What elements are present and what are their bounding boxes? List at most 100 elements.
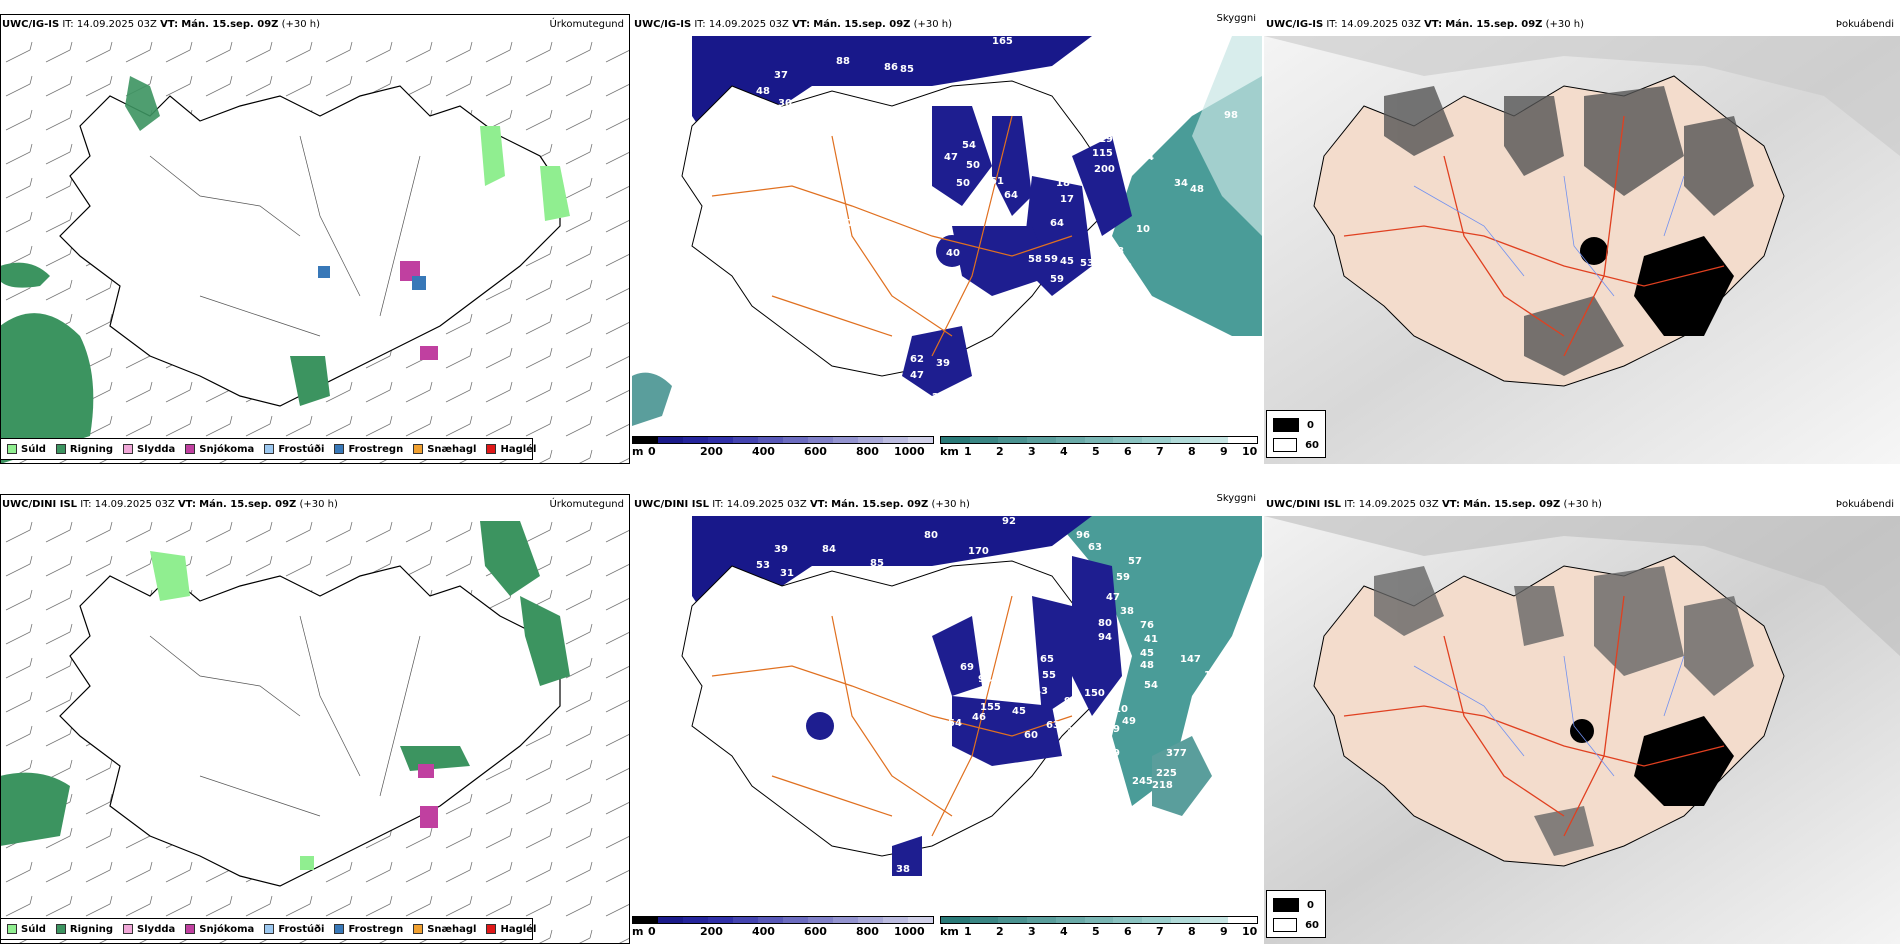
colorbar-tick: 1000 [894, 925, 925, 938]
vis-label: 54 [948, 718, 962, 729]
legend-item: Snæhagl [413, 444, 476, 455]
swatch [264, 924, 275, 934]
vis-label: 98 [1224, 110, 1238, 121]
swatch [185, 924, 196, 934]
low-visibility [692, 36, 1092, 146]
vis-label: 141 [1204, 670, 1225, 681]
visibility-km-colorbar: km 1 2 3 4 5 6 7 8 9 10 [940, 916, 1258, 940]
rain-area [125, 76, 160, 131]
vis-label: 39 [774, 544, 788, 555]
swatch [334, 924, 345, 934]
swatch [7, 444, 17, 454]
rain-area [290, 356, 330, 406]
drizzle-area [540, 166, 570, 221]
swatch [486, 924, 497, 934]
legend-label: Snæhagl [427, 443, 477, 455]
vis-label: 63 [1046, 720, 1060, 731]
vis-label: 48 [1140, 660, 1154, 671]
legend-item: Frostregn [334, 924, 403, 935]
legend-item: Haglél [486, 924, 536, 935]
colorbar-tick: 400 [752, 445, 775, 458]
init-time: IT: 14.09.2025 03Z [1326, 19, 1421, 30]
road-network [711, 595, 1073, 837]
vis-label: 34 [1174, 178, 1188, 189]
colorbar-tick: 5 [1092, 925, 1100, 938]
valid-label: VT: [1424, 19, 1443, 30]
fog-map[interactable] [1264, 516, 1900, 944]
precip-map[interactable] [0, 516, 630, 944]
swatch [123, 444, 134, 454]
vis-label: 94 [1098, 632, 1112, 643]
init-time: IT: 14.09.2025 03Z [80, 499, 175, 510]
vis-label: 150 [1084, 688, 1105, 699]
legend-item: Rigning [55, 924, 113, 935]
precip-map[interactable] [0, 36, 630, 464]
lead-time: (+30 h) [1545, 19, 1585, 30]
vis-label: 49 [1106, 724, 1120, 735]
vis-label: 50 [966, 160, 980, 171]
panel-header: UWC/IG-IS IT: 14.09.2025 03Z VT: Mán. 15… [632, 14, 1262, 36]
swatch [413, 924, 424, 934]
drizzle-area [150, 551, 190, 601]
lead-time: (+30 h) [299, 499, 338, 510]
visibility-map[interactable]: 165 88 86 85 37 48 30 55 142 62 370 156 … [632, 36, 1262, 432]
legend-item: 0 [1273, 415, 1319, 435]
rain-area [520, 596, 570, 686]
init-time: IT: 14.09.2025 03Z [1344, 499, 1439, 510]
swatch [55, 444, 66, 454]
vis-label: 60 [1116, 84, 1130, 95]
vis-label: 38 [896, 864, 910, 875]
colorbar-strip [632, 436, 934, 444]
visibility-map[interactable]: 92 80 96 63 84 85 170 39 53 31 35 57 59 … [632, 516, 1262, 912]
legend-label: Frostregn [348, 443, 404, 455]
vis-label: 96 [1076, 530, 1090, 541]
fog-map[interactable] [1264, 36, 1900, 464]
vis-label: 63 [1088, 542, 1102, 553]
swatch [1273, 898, 1299, 912]
iceland-outline [59, 85, 561, 407]
vis-label: 10 [1114, 704, 1128, 715]
vis-label: 47 [910, 370, 924, 381]
swatch [55, 924, 66, 934]
vis-label: 51 [990, 176, 1004, 187]
vis-label: 10 [1136, 224, 1150, 235]
colorbar-tick: 400 [752, 925, 775, 938]
colorbar-tick: 5 [1092, 445, 1100, 458]
low-visibility [806, 556, 1122, 876]
vis-label: 62 [1090, 66, 1104, 77]
vis-label: 377 [1166, 748, 1187, 759]
vis-label: 80 [924, 530, 938, 541]
rain-area [0, 772, 70, 846]
precip-legend: Súld Rigning Slydda Snjókoma Frostúði Fr… [0, 918, 536, 940]
model-name: UWC/DINI ISL [634, 499, 710, 510]
vis-label: 45 [1012, 706, 1026, 717]
vis-label: 142 [1066, 62, 1087, 73]
road-network [711, 115, 1073, 357]
vis-label: 53 [756, 560, 770, 571]
colorbar-tick: 2 [996, 445, 1004, 458]
valid-time: Mán. 15.sep. 09Z [181, 19, 279, 30]
vis-label: 45 [1060, 256, 1074, 267]
colorbar-tick: 800 [856, 445, 879, 458]
vis-label: 39 [936, 358, 950, 369]
vis-label: 92 [1002, 516, 1016, 527]
vis-label: 59 [1044, 254, 1058, 265]
colorbar-tick: 200 [700, 445, 723, 458]
valid-label: VT: [177, 499, 196, 510]
vis-label: 64 [1050, 218, 1064, 229]
valid-time: Mán. 15.sep. 09Z [1445, 19, 1543, 30]
panel-header: UWC/IG-IS IT: 14.09.2025 03Z VT: Mán. 15… [1264, 14, 1900, 36]
snow-area [420, 346, 438, 360]
vis-label: 50 [1118, 124, 1132, 135]
legend-label: Frostúði [278, 923, 325, 935]
vis-label: 31 [780, 568, 794, 579]
vis-label: 69 [960, 662, 974, 673]
vis-label: 130 [1078, 752, 1099, 763]
vis-label: 64 [1004, 190, 1018, 201]
valid-label: VT: [809, 499, 828, 510]
vis-label: 68 [1110, 246, 1124, 257]
panel-precip-igis: UWC/IG-IS IT: 14.09.2025 03Z VT: Mán. 15… [0, 14, 630, 464]
vis-label: 218 [1152, 780, 1173, 791]
vis-label: 200 [1094, 164, 1115, 175]
colorbar-tick: 10 [1242, 445, 1258, 458]
